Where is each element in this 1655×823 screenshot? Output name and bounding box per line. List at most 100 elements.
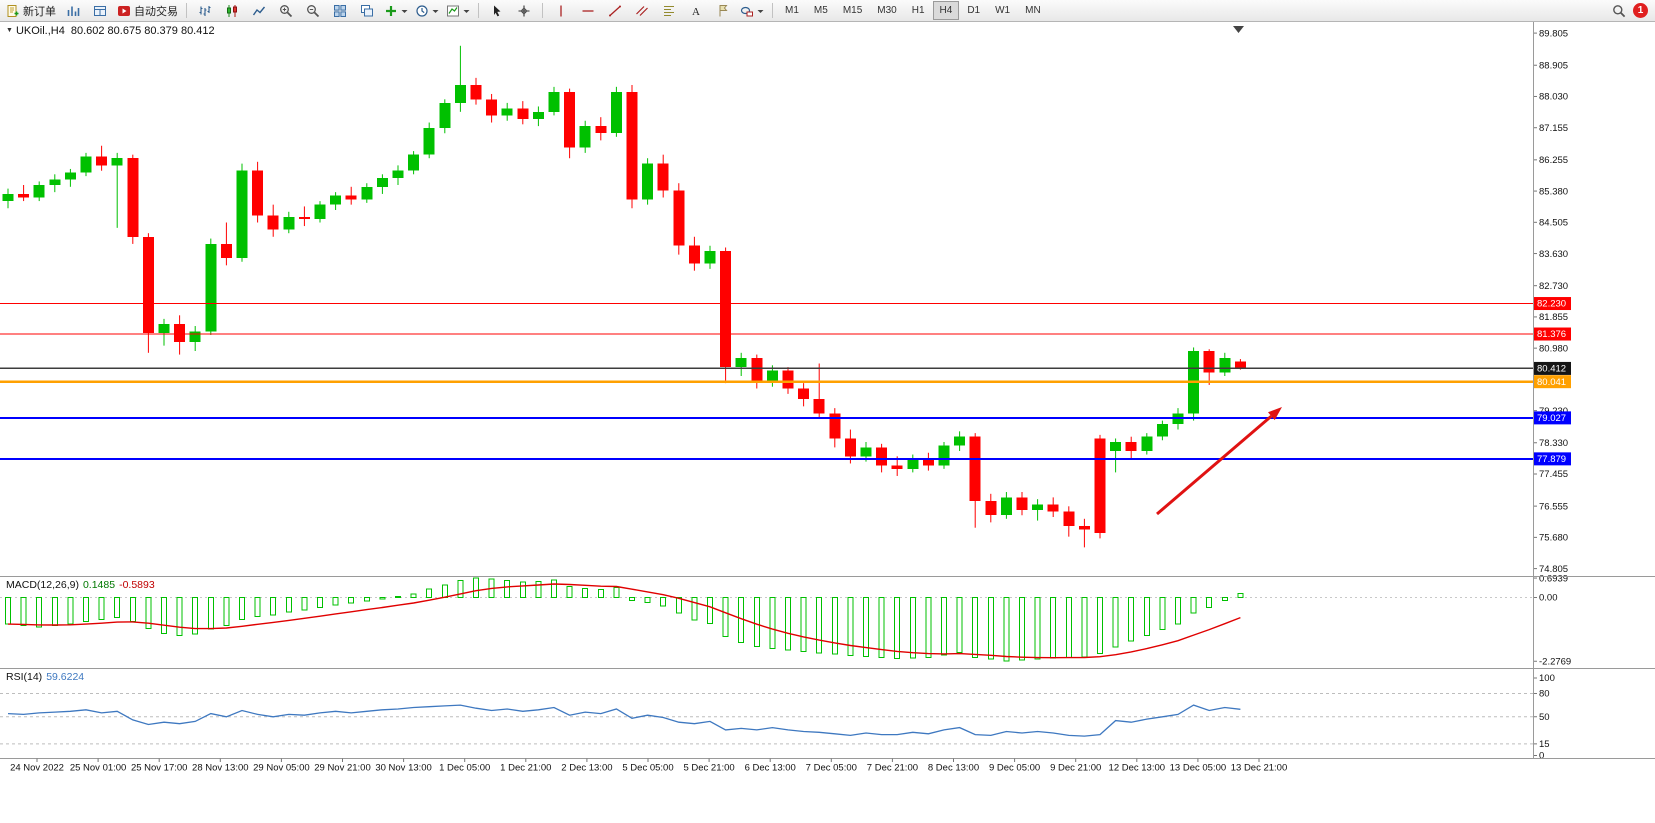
fibonacci-icon — [664, 5, 674, 16]
macd-histogram-bar — [207, 597, 214, 630]
tile-windows-button[interactable] — [327, 2, 353, 20]
macd-histogram-bar — [98, 597, 105, 620]
periods-button[interactable] — [412, 2, 442, 20]
candle — [330, 195, 342, 205]
candle — [688, 245, 700, 264]
macd-histogram-bar — [519, 581, 526, 598]
macd-histogram-bar — [1050, 597, 1057, 659]
macd-histogram-bar — [972, 597, 979, 658]
date-axis-label: 12 Dec 13:00 — [1109, 763, 1166, 774]
timeframe-m30[interactable]: M30 — [877, 5, 897, 16]
macd-histogram-bar — [83, 597, 89, 622]
text-tool-icon: A — [692, 6, 700, 18]
trend-arrow-head — [1268, 407, 1282, 421]
vertical-line-tool-button[interactable] — [548, 2, 574, 20]
auto-trading-button[interactable]: 自动交易 — [114, 2, 181, 20]
macd-histogram-bar — [348, 597, 355, 604]
chart-shift-marker[interactable] — [1233, 26, 1244, 33]
candle — [657, 163, 669, 191]
timeframe-h4[interactable]: H4 — [932, 1, 960, 20]
text-tool-button[interactable]: A — [683, 2, 709, 20]
cursor-button[interactable] — [484, 2, 510, 20]
candle — [423, 127, 435, 155]
macd-histogram-bar — [644, 597, 651, 604]
search-button[interactable] — [1606, 2, 1632, 20]
macd-histogram-bar — [816, 597, 823, 654]
horizontal-line-tool-button[interactable] — [575, 2, 601, 20]
macd-histogram-bar — [800, 597, 807, 652]
chevron-down-icon — [432, 9, 439, 13]
candle — [766, 370, 778, 382]
date-axis-label: 13 Dec 05:00 — [1170, 763, 1227, 774]
candle — [829, 413, 841, 439]
trend-arrow[interactable] — [1156, 414, 1273, 516]
timeframe-m15[interactable]: M15 — [842, 5, 863, 16]
macd-histogram-bar — [769, 597, 776, 649]
new-order-button[interactable]: 新订单 — [3, 2, 59, 20]
price-tag — [1534, 375, 1571, 389]
candle — [1125, 442, 1137, 451]
channel-tool-button[interactable] — [629, 2, 655, 20]
macd-histogram-bar — [1237, 592, 1244, 598]
market-watch-icon — [67, 6, 80, 16]
cascade-windows-icon — [361, 4, 373, 16]
macd-histogram-bar — [629, 597, 635, 601]
macd-histogram-bar — [1175, 597, 1181, 625]
rsi-axis-label: 80 — [1539, 689, 1550, 700]
cascade-windows-button[interactable] — [354, 2, 380, 20]
macd-histogram-bar — [753, 597, 760, 647]
data-window-button[interactable] — [87, 2, 113, 20]
trendline-tool-button[interactable] — [602, 2, 628, 20]
macd-histogram-bar — [909, 597, 916, 659]
price-axis-label: 75.680 — [1539, 533, 1568, 544]
price-tag — [1534, 361, 1571, 375]
zoom-out-button[interactable] — [300, 2, 326, 20]
candle — [1141, 436, 1153, 451]
price-tag — [1534, 411, 1571, 425]
price-axis-label: 82.730 — [1539, 281, 1568, 292]
templates-button[interactable] — [443, 2, 473, 20]
candlestick-type-button[interactable] — [219, 2, 245, 20]
macd-histogram-bar — [831, 597, 838, 655]
candle — [751, 358, 763, 382]
price-axis-label: 81.855 — [1539, 312, 1568, 323]
bar-chart-type-button[interactable] — [192, 2, 218, 20]
market-watch-button[interactable] — [60, 2, 86, 20]
timeframe-h1[interactable]: H1 — [911, 5, 925, 16]
timeframe-m5[interactable]: M5 — [813, 5, 828, 16]
macd-histogram-bar — [551, 579, 557, 599]
price-tag-label: 82.230 — [1537, 299, 1566, 310]
shapes-tool-button[interactable] — [737, 2, 767, 20]
candlestick-icon — [227, 4, 237, 17]
rsi-axis-label: 15 — [1539, 739, 1550, 750]
timeframe-d1[interactable]: D1 — [967, 5, 981, 16]
label-tool-button[interactable] — [710, 2, 736, 20]
macd-histogram-bar — [161, 597, 167, 634]
crosshair-button[interactable] — [511, 2, 537, 20]
timeframe-w1[interactable]: W1 — [995, 5, 1011, 16]
date-axis-label: 28 Nov 13:00 — [192, 763, 249, 774]
macd-histogram-bar — [114, 597, 121, 619]
candle — [798, 388, 810, 400]
date-axis-label: 8 Dec 13:00 — [928, 763, 979, 774]
zoom-in-button[interactable] — [273, 2, 299, 20]
candle — [392, 170, 404, 178]
auto-trading-icon — [118, 5, 130, 16]
date-axis-label: 29 Nov 05:00 — [253, 763, 310, 774]
macd-axis-label: 0.6939 — [1539, 573, 1568, 584]
candle — [1016, 497, 1028, 510]
date-axis-label: 5 Dec 05:00 — [622, 763, 673, 774]
indicators-button[interactable] — [381, 2, 411, 20]
date-axis-label: 5 Dec 21:00 — [683, 763, 734, 774]
candle — [844, 438, 856, 457]
price-tag-label: 81.376 — [1537, 329, 1566, 340]
chevron-down-icon — [757, 9, 764, 13]
candle — [2, 193, 14, 202]
fibonacci-tool-button[interactable] — [656, 2, 682, 20]
notification-badge[interactable]: 1 — [1633, 3, 1648, 18]
line-chart-type-button[interactable] — [246, 2, 272, 20]
timeframe-m1[interactable]: M1 — [785, 5, 799, 16]
timeframe-mn[interactable]: MN — [1025, 5, 1041, 16]
candle — [1063, 511, 1075, 526]
